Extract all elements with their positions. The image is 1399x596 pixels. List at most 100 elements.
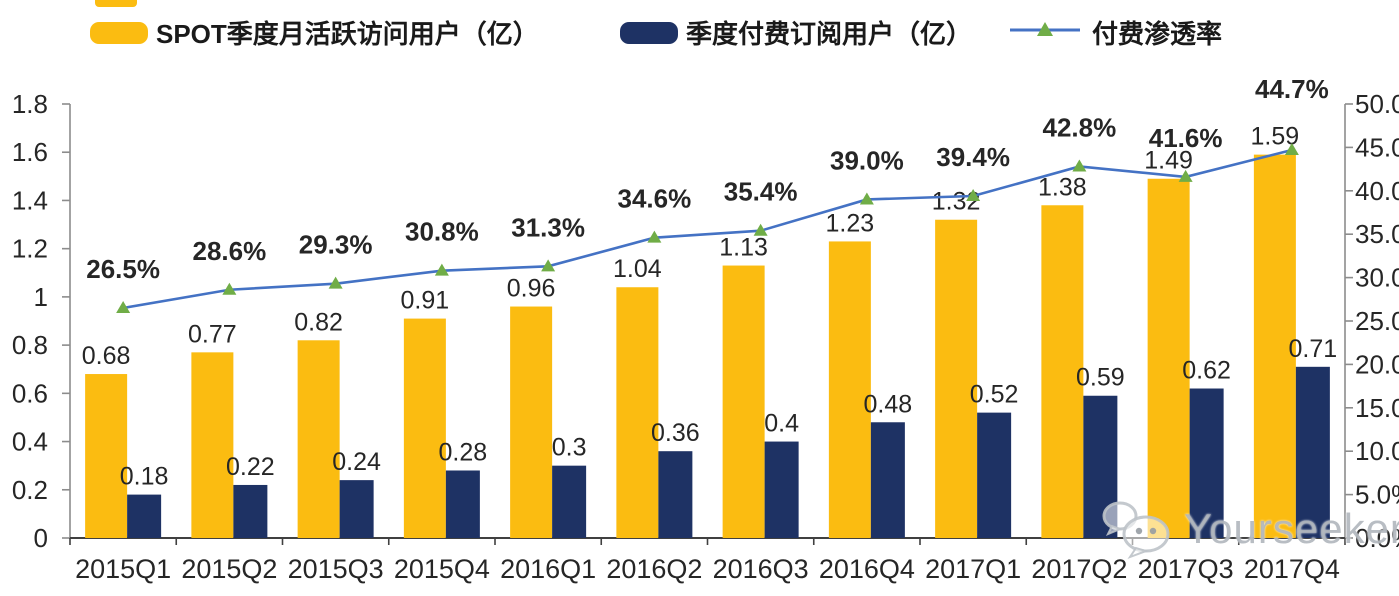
mau-bar-label: 1.13 [719, 234, 768, 262]
subscriber-bar [339, 480, 374, 538]
penetration-label: 42.8% [1043, 112, 1117, 142]
penetration-marker [1284, 143, 1299, 156]
penetration-marker [753, 223, 768, 236]
penetration-line [122, 148, 1293, 310]
penetration-marker [1072, 159, 1087, 172]
x-axis-label: 2017Q3 [1138, 554, 1234, 584]
right-axis-label: 40.0% [1355, 176, 1399, 206]
legend: SPOT季度月活跃访问用户（亿） 季度付费订阅用户（亿） 付费渗透率 [0, 14, 1399, 54]
subscriber-bar-label: 0.36 [651, 419, 700, 447]
right-axis-label: 0.0% [1355, 523, 1399, 553]
x-axis-label: 2016Q2 [606, 554, 702, 584]
mau-bar-label: 0.68 [82, 342, 131, 370]
left-axis-label: 1.4 [12, 185, 48, 215]
subscriber-bar-label: 0.28 [439, 438, 488, 466]
left-axis-label: 1.8 [12, 89, 48, 119]
subscriber-bar-label: 0.22 [226, 453, 275, 481]
penetration-marker [222, 282, 237, 295]
subscriber-bar-label: 0.71 [1289, 335, 1338, 363]
subscribers-bar-swatch [620, 21, 678, 44]
right-axis-label: 20.0% [1355, 349, 1399, 379]
penetration-marker [966, 189, 981, 202]
penetration-label: 39.4% [936, 142, 1010, 172]
subscriber-bar [127, 494, 162, 538]
penetration-label: 34.6% [618, 184, 692, 214]
x-axis-label: 2015Q2 [181, 554, 277, 584]
right-axis-label: 35.0% [1355, 219, 1399, 249]
mau-bar-label: 0.77 [188, 320, 237, 348]
x-axis-label: 2016Q3 [713, 554, 809, 584]
mau-bar [935, 219, 978, 538]
x-axis-label: 2017Q1 [925, 554, 1021, 584]
left-axis-label: 0.4 [12, 427, 48, 457]
subscriber-bar-label: 0.59 [1076, 364, 1125, 392]
right-axis-label: 5.0% [1355, 480, 1399, 510]
subscriber-bar [552, 465, 587, 538]
left-axis-label: 0.2 [12, 475, 48, 505]
penetration-line-swatch [1008, 17, 1082, 48]
subscriber-bar [870, 422, 905, 538]
mau-bar [1147, 178, 1190, 538]
penetration-marker [859, 192, 874, 205]
left-axis-label: 1.6 [12, 137, 48, 167]
mau-bar [616, 287, 659, 538]
penetration-label: 39.0% [830, 145, 904, 175]
right-axis-label: 50.0% [1355, 89, 1399, 119]
legend-item-mau: SPOT季度月活跃访问用户（亿） [90, 14, 539, 51]
x-axis-label: 2016Q1 [500, 554, 596, 584]
line-triangle-icon [1010, 22, 1080, 36]
subscriber-bar-label: 0.4 [764, 410, 799, 438]
penetration-marker [1178, 169, 1193, 182]
penetration-label: 31.3% [511, 212, 585, 242]
subscriber-bar-label: 0.3 [552, 434, 587, 462]
legend-item-subscribers: 季度付费订阅用户（亿） [620, 14, 972, 51]
mau-bar-label: 0.82 [294, 308, 343, 336]
subscriber-bar-label: 0.24 [332, 448, 381, 476]
x-axis-label: 2017Q2 [1031, 554, 1127, 584]
left-axis-label: 1 [34, 282, 48, 312]
penetration-marker [647, 230, 662, 243]
right-axis-label: 45.0% [1355, 132, 1399, 162]
penetration-label: 30.8% [405, 217, 479, 247]
subscriber-bar-label: 0.52 [970, 381, 1019, 409]
x-axis-label: 2016Q4 [819, 554, 915, 584]
legend-item-penetration: 付费渗透率 [1008, 14, 1222, 51]
left-axis-label: 0 [34, 523, 48, 553]
x-axis-label: 2015Q4 [394, 554, 490, 584]
mau-bar-label: 1.23 [826, 209, 875, 237]
penetration-label: 26.5% [86, 254, 160, 284]
left-axis-label: 0.6 [12, 378, 48, 408]
mau-bar-label: 1.04 [613, 255, 662, 283]
penetration-marker [328, 276, 343, 289]
mau-bar [828, 241, 871, 538]
penetration-label: 41.6% [1149, 123, 1223, 153]
legend-label-subscribers: 季度付费订阅用户（亿） [686, 19, 973, 49]
subscriber-bar [764, 441, 799, 538]
penetration-marker [541, 259, 556, 272]
mau-bar-swatch [90, 21, 148, 44]
subscriber-bar [658, 451, 693, 538]
mau-bar-label: 1.49 [1144, 147, 1193, 175]
mau-bar-label: 0.91 [401, 287, 450, 315]
mau-bar-label: 1.38 [1038, 173, 1087, 201]
mau-bar [510, 306, 553, 538]
mau-bar-label: 0.96 [507, 275, 556, 303]
penetration-label: 44.7% [1255, 74, 1329, 104]
mau-bar [85, 374, 128, 538]
subscriber-bar-label: 0.18 [120, 463, 169, 491]
mau-bar [403, 318, 446, 538]
right-axis-label: 25.0% [1355, 306, 1399, 336]
penetration-label: 35.4% [724, 177, 798, 207]
subscriber-bar-label: 0.48 [864, 390, 913, 418]
mau-bar [1253, 154, 1296, 538]
cropped-yellow-strip [95, 0, 137, 7]
penetration-label: 29.3% [299, 230, 373, 260]
subscriber-bar-label: 0.62 [1182, 357, 1231, 385]
legend-label-mau: SPOT季度月活跃访问用户（亿） [156, 19, 539, 49]
mau-bar [1041, 205, 1084, 538]
subscriber-bar [233, 484, 268, 538]
mau-bar [191, 352, 234, 538]
left-axis-label: 0.8 [12, 330, 48, 360]
